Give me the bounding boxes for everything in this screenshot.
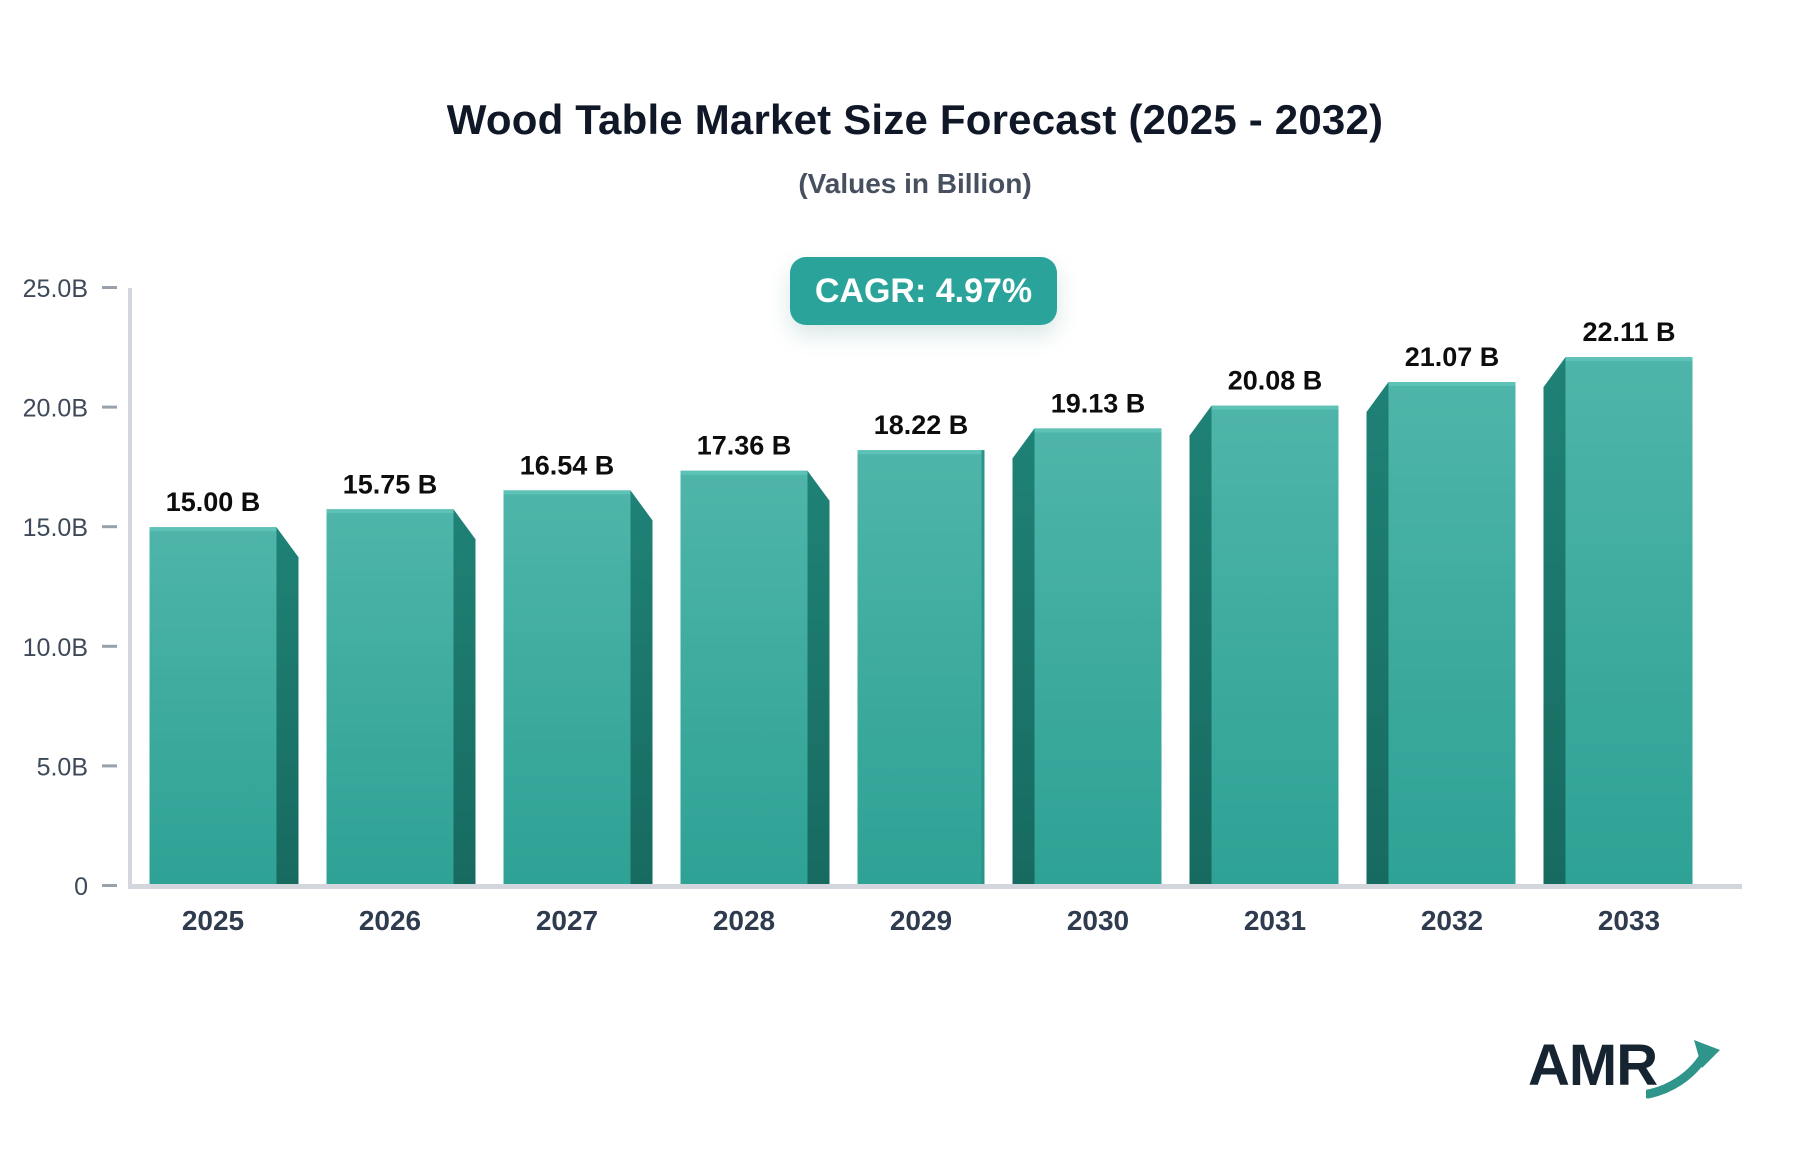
x-axis-label-2029: 2029 — [890, 905, 952, 936]
bar-2033: 22.11 B 2033 — [1543, 317, 1693, 936]
y-tick-dash-25.0B — [102, 286, 117, 289]
y-axis-line — [128, 288, 132, 886]
amr-logo: AMR — [1528, 1030, 1720, 1110]
bar-face-2028 — [680, 470, 808, 886]
y-tick-dash-10.0B — [102, 644, 117, 648]
x-axis-label-2025: 2025 — [182, 905, 244, 936]
bar-value-label-2031: 20.08 B — [1228, 366, 1323, 396]
bar-2025: 15.00 B 2025 — [149, 487, 299, 936]
x-axis-line — [128, 884, 1742, 889]
x-axis-label-2028: 2028 — [713, 905, 775, 936]
bar-face-2026 — [326, 509, 454, 886]
bar-2028: 17.36 B 2028 — [680, 431, 830, 936]
bar-top-edge-2025 — [149, 527, 277, 532]
bar-face-2025 — [149, 527, 277, 886]
bar-side-2030 — [1012, 428, 1035, 885]
bar-value-label-2027: 16.54 B — [520, 450, 615, 480]
bar-2026: 15.75 B 2026 — [326, 469, 476, 936]
bar-value-label-2029: 18.22 B — [874, 410, 969, 440]
y-tick-label-0: 0 — [74, 873, 88, 901]
bar-top-edge-2030 — [1034, 428, 1162, 433]
bar-2030: 19.13 B 2030 — [1012, 388, 1162, 936]
bar-top-edge-2033 — [1565, 357, 1693, 362]
x-axis-label-2032: 2032 — [1421, 905, 1483, 936]
bar-side-2026 — [453, 509, 476, 885]
bar-right-edge-2029 — [981, 450, 985, 886]
y-tick-label-20.0B: 20.0B — [23, 395, 88, 423]
bar-face-2030 — [1034, 428, 1162, 886]
bar-value-label-2033: 22.11 B — [1582, 317, 1675, 347]
y-tick-dash-0 — [102, 884, 117, 887]
bar-top-edge-2026 — [326, 509, 454, 514]
bar-value-label-2032: 21.07 B — [1405, 342, 1500, 372]
bar-face-2027 — [503, 490, 631, 886]
bar-top-edge-2031 — [1211, 405, 1339, 410]
bar-value-label-2025: 15.00 B — [166, 487, 261, 517]
y-tick-label-15.0B: 15.0B — [23, 514, 88, 542]
bar-2032: 21.07 B 2032 — [1366, 342, 1516, 936]
bar-side-2025 — [276, 527, 299, 885]
x-axis-label-2033: 2033 — [1598, 905, 1660, 936]
chart-subtitle: (Values in Billion) — [798, 168, 1032, 199]
bar-face-2032 — [1388, 382, 1516, 886]
bar-2029: 18.22 B 2029 — [857, 410, 985, 936]
bar-2027: 16.54 B 2027 — [503, 450, 653, 936]
y-tick-dash-15.0B — [102, 525, 117, 529]
bar-value-label-2026: 15.75 B — [343, 469, 438, 499]
growth-arrow-icon — [1646, 1040, 1720, 1099]
cagr-badge: CAGR: 4.97% — [790, 257, 1057, 325]
y-tick-label-25.0B: 25.0B — [23, 275, 88, 303]
bar-side-2032 — [1366, 382, 1389, 885]
bar-side-2027 — [630, 490, 653, 885]
amr-logo-text: AMR — [1528, 1033, 1658, 1098]
x-axis-label-2026: 2026 — [359, 905, 421, 936]
y-tick-dash-20.0B — [102, 405, 117, 409]
bar-face-2029 — [857, 450, 985, 886]
bar-face-2033 — [1565, 357, 1693, 887]
bar-value-label-2030: 19.13 B — [1051, 388, 1146, 418]
bar-top-edge-2032 — [1388, 382, 1516, 387]
x-axis-label-2027: 2027 — [536, 905, 598, 936]
bar-top-edge-2029 — [857, 450, 985, 455]
bar-top-edge-2028 — [680, 470, 808, 475]
x-axis-label-2030: 2030 — [1067, 905, 1129, 936]
bar-2031: 20.08 B 2031 — [1189, 366, 1339, 936]
y-tick-label-10.0B: 10.0B — [23, 634, 88, 662]
cagr-badge-label: CAGR: 4.97% — [814, 271, 1033, 310]
bar-side-2028 — [807, 470, 830, 885]
bar-face-2031 — [1211, 405, 1339, 886]
bar-side-2033 — [1543, 357, 1566, 886]
bar-top-edge-2027 — [503, 490, 631, 495]
bar-side-2031 — [1189, 405, 1212, 885]
bar-value-label-2028: 17.36 B — [697, 431, 792, 461]
x-axis-label-2031: 2031 — [1244, 905, 1306, 936]
y-tick-dash-5.0B — [102, 764, 117, 768]
chart-title: Wood Table Market Size Forecast (2025 - … — [446, 96, 1384, 143]
y-tick-label-5.0B: 5.0B — [37, 753, 88, 781]
